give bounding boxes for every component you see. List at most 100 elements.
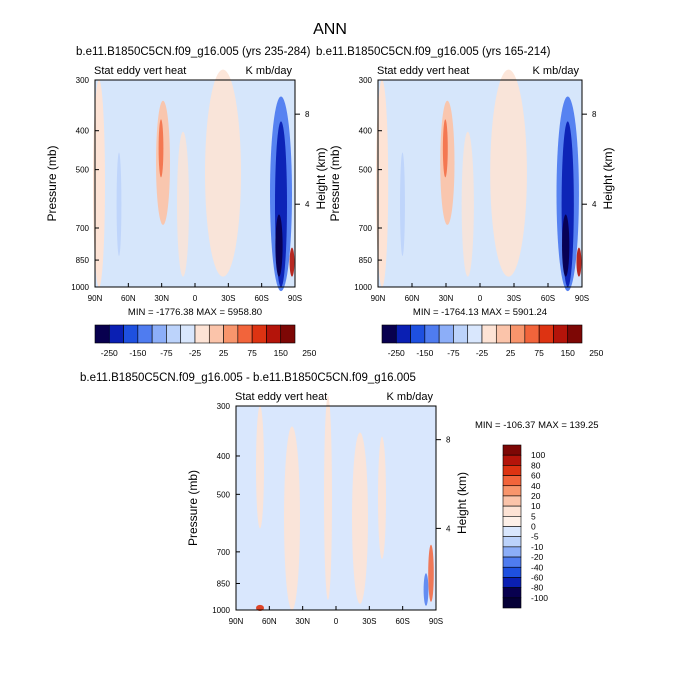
- colorbar-label: -150: [416, 348, 433, 358]
- colorbar-swatch: [502, 536, 522, 548]
- right-axis-label: Height (km): [455, 472, 469, 534]
- colorbar-swatch: [395, 324, 411, 344]
- warm-polar-surface: [576, 247, 582, 277]
- colorbar-swatch: [94, 324, 110, 344]
- x-tick-label: 90N: [88, 294, 103, 303]
- colorbar-label: 40: [531, 481, 541, 491]
- y-tick-label: 400: [76, 127, 90, 136]
- height-tick-label: 4: [305, 200, 310, 209]
- x-tick-label: 30N: [154, 294, 169, 303]
- colorbar-swatch: [194, 324, 210, 344]
- colorbar-swatch: [223, 324, 239, 344]
- colorbar-swatch: [502, 444, 522, 456]
- x-tick-label: 30S: [221, 294, 235, 303]
- warm-band-20s: [205, 69, 241, 277]
- colorbar-swatch: [502, 475, 522, 487]
- x-tick-label: 60S: [396, 617, 410, 626]
- x-tick-label: 60N: [121, 294, 136, 303]
- y-tick-label: 850: [359, 256, 373, 265]
- field-background: [95, 80, 295, 287]
- cold-core-deep: [275, 214, 283, 277]
- x-tick-label: 30S: [507, 294, 521, 303]
- colorbar-swatch: [166, 324, 182, 344]
- y-tick-label: 850: [217, 579, 231, 588]
- warm-core-30n: [158, 119, 164, 178]
- colorbar-swatch: [453, 324, 469, 344]
- colorbar-label: 75: [247, 348, 257, 358]
- colorbar-swatch: [424, 324, 440, 344]
- colorbar-label: -250: [101, 348, 118, 358]
- x-tick-label: 60S: [541, 294, 555, 303]
- x-tick-label: 0: [193, 294, 198, 303]
- colorbar-swatch: [502, 577, 522, 588]
- y-tick-label: 400: [359, 127, 373, 136]
- colorbar: -250 -150 -75 -25 25 75 150 250: [381, 324, 604, 358]
- y-tick-label: 500: [217, 490, 231, 499]
- x-tick-label: 0: [478, 294, 483, 303]
- height-tick-label: 8: [446, 436, 451, 445]
- x-tick-label: 60N: [405, 294, 420, 303]
- colorbar-swatch: [502, 465, 522, 476]
- colorbar-swatch: [502, 597, 522, 609]
- y-tick-label: 1000: [354, 283, 372, 292]
- min-max-stats: MIN = -1764.13 MAX = 5901.24: [413, 307, 547, 318]
- colorbar-label: -250: [388, 348, 405, 358]
- colorbar-label: 20: [531, 491, 541, 501]
- y-tick-label: 700: [359, 224, 373, 233]
- colorbar-swatch: [502, 495, 522, 507]
- panel-subtitle-right: K mb/day: [246, 65, 293, 77]
- polar-warm-anomaly: [428, 544, 434, 602]
- colorbar-swatch: [502, 566, 522, 578]
- cool-streak-60n: [400, 152, 405, 256]
- x-tick-label: 90N: [371, 294, 386, 303]
- colorbar-label: -20: [531, 552, 544, 562]
- colorbar-swatch: [502, 546, 522, 558]
- figure-title: ANN: [313, 21, 347, 38]
- colorbar-swatch: [467, 324, 483, 344]
- colorbar-swatch: [251, 324, 267, 344]
- min-max-stats: MIN = -106.37 MAX = 139.25: [475, 420, 599, 431]
- colorbar-label: -100: [531, 593, 548, 603]
- x-tick-label: 60S: [255, 294, 269, 303]
- chart-panel-3: b.e11.B1850C5CN.f09_g16.005 - b.e11.B185…: [80, 372, 599, 626]
- y-tick-label: 500: [76, 166, 90, 175]
- colorbar-swatch: [502, 526, 522, 537]
- min-max-stats: MIN = -1776.38 MAX = 5958.80: [128, 307, 262, 318]
- warm-band-eq: [461, 131, 474, 277]
- right-axis-label: Height (km): [601, 147, 615, 209]
- colorbar-swatch: [137, 324, 153, 344]
- y-axis-label: Pressure (mb): [186, 470, 200, 546]
- colorbar-swatch: [502, 587, 522, 599]
- y-tick-label: 700: [217, 548, 231, 557]
- colorbar-swatch: [410, 324, 426, 344]
- colorbar-swatch: [502, 516, 522, 527]
- colorbar-swatch: [123, 324, 139, 344]
- colorbar-swatch: [151, 324, 167, 344]
- colorbar-label: 0: [531, 522, 536, 532]
- x-tick-label: 90N: [229, 617, 244, 626]
- warm-strip-4: [378, 436, 386, 559]
- y-tick-label: 400: [217, 452, 231, 461]
- warm-band-left: [93, 80, 105, 287]
- height-tick-label: 4: [592, 200, 597, 209]
- y-tick-label: 300: [217, 402, 231, 411]
- x-tick-label: 60N: [262, 617, 277, 626]
- colorbar-label: -40: [531, 562, 544, 572]
- y-tick-label: 700: [76, 224, 90, 233]
- colorbar-swatch: [538, 324, 554, 344]
- x-tick-label: 30N: [295, 617, 310, 626]
- colorbar-swatch: [553, 324, 569, 344]
- warm-band-left: [375, 80, 389, 287]
- colorbar-label: 10: [531, 501, 541, 511]
- colorbar-label: 100: [531, 450, 545, 460]
- colorbar-swatch: [180, 324, 196, 344]
- colorbar-label: 250: [302, 348, 316, 358]
- height-tick-label: 8: [592, 110, 597, 119]
- panel-title: b.e11.B1850C5CN.f09_g16.005 - b.e11.B185…: [80, 372, 416, 384]
- warm-band-eq: [177, 131, 189, 277]
- colorbar-label: 25: [219, 348, 229, 358]
- x-tick-label: 0: [334, 617, 339, 626]
- colorbar-label: 25: [506, 348, 516, 358]
- warm-strip-3: [352, 432, 368, 604]
